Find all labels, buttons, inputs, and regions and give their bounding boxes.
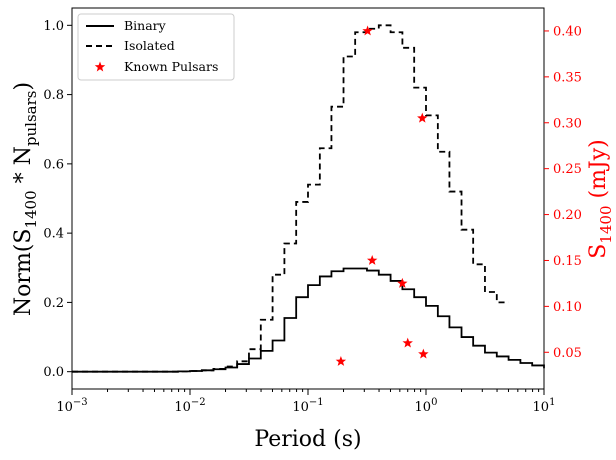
y-axis-title-right-sub: 1400 xyxy=(597,206,615,244)
y-axis-left: 0.0 0.2 0.4 0.6 0.8 1.0 xyxy=(43,19,72,380)
y-left-tick-label: 1.0 xyxy=(43,19,64,34)
y-right-tick-label: 0.15 xyxy=(553,254,582,269)
y-left-tick-label: 0.2 xyxy=(43,296,64,311)
pulsar-star-marker xyxy=(418,348,429,359)
y-right-tick-label: 0.25 xyxy=(553,162,582,177)
legend-binary-label: Binary xyxy=(124,18,167,33)
y-right-tick-label: 0.40 xyxy=(553,24,582,39)
legend: Binary Isolated Known Pulsars xyxy=(77,13,235,81)
y-axis-title-right-part-b: (mJy) xyxy=(586,139,611,205)
y-left-tick-label: 0.0 xyxy=(43,365,64,380)
series-isolated-line xyxy=(72,24,509,373)
legend-pulsar-star-icon xyxy=(94,61,106,72)
y-left-tick-label: 0.6 xyxy=(43,157,64,172)
y-right-tick-label: 0.20 xyxy=(553,208,582,223)
y-axis-title-left-part-c: ) xyxy=(11,82,36,91)
y-axis-title-left-part-a: Norm(S xyxy=(11,229,36,317)
y-axis-title-left: Norm(S1400 * Npulsars) xyxy=(11,82,40,316)
pulsar-markers xyxy=(335,25,429,366)
series-layer xyxy=(72,24,545,373)
x-axis: 10−3 10−2 10−1 100 101 xyxy=(56,389,555,415)
y-right-tick-label: 0.10 xyxy=(553,300,582,315)
legend-pulsars-label: Known Pulsars xyxy=(124,59,218,74)
series-binary-line xyxy=(72,267,545,373)
x-tick-label: 10−1 xyxy=(292,397,323,415)
y-axis-title-left-part-b: * N xyxy=(11,146,36,190)
y-axis-title-left-sub-a: 1400 xyxy=(22,190,40,228)
pulsar-star-marker xyxy=(402,337,413,348)
x-tick-label: 101 xyxy=(533,397,556,415)
y-right-tick-label: 0.05 xyxy=(553,346,582,361)
pulsar-star-marker xyxy=(417,112,428,123)
x-axis-title: Period (s) xyxy=(254,427,361,452)
y-left-tick-label: 0.4 xyxy=(43,227,64,242)
y-axis-title-right-part-a: S xyxy=(586,244,611,259)
y-axis-right: 0.05 0.10 0.15 0.20 0.25 0.30 0.35 0.40 xyxy=(544,24,582,361)
x-tick-label: 100 xyxy=(415,397,438,415)
pulsar-star-marker xyxy=(366,254,378,265)
x-tick-label: 10−3 xyxy=(56,397,87,415)
pulsar-star-marker xyxy=(362,25,373,36)
pulsar-star-marker xyxy=(335,355,347,366)
pulsar-star-marker xyxy=(397,277,408,288)
y-left-tick-label: 0.8 xyxy=(43,88,64,103)
x-tick-label: 10−2 xyxy=(174,397,205,415)
y-right-tick-label: 0.30 xyxy=(553,116,582,131)
y-axis-title-right: S1400 (mJy) xyxy=(586,139,615,259)
legend-isolated-label: Isolated xyxy=(124,38,175,53)
y-axis-title-left-sub-b: pulsars xyxy=(22,91,40,147)
y-right-tick-label: 0.35 xyxy=(553,70,582,85)
legend-box xyxy=(77,13,235,81)
